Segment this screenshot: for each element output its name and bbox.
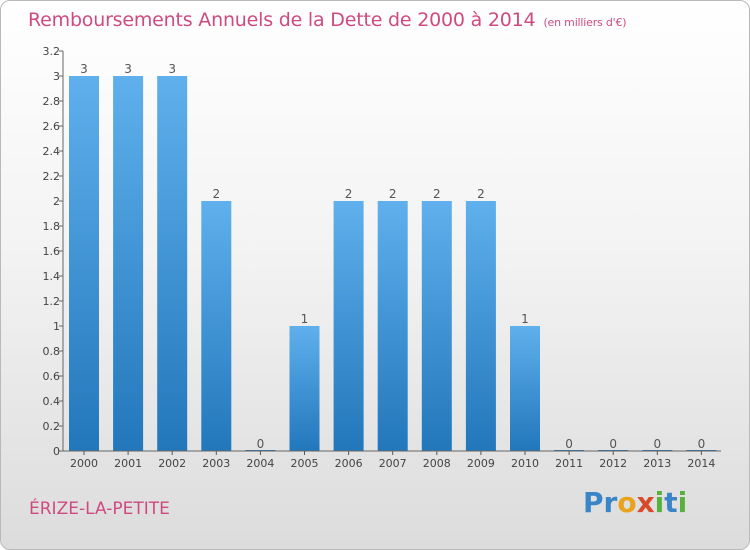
y-tick-label: 2.4 — [43, 145, 61, 158]
bar-value-label: 2 — [345, 187, 353, 201]
bars-group: 3 3 3 2 0 1 2 2 2 2 1 0 0 0 0 — [69, 62, 717, 451]
bar — [465, 201, 496, 451]
bar — [201, 201, 232, 451]
x-tick-label: 2014 — [687, 457, 715, 470]
bar — [289, 326, 320, 451]
y-tick-label: 2.8 — [43, 95, 61, 108]
title-unit: (en milliers d'€) — [543, 16, 627, 29]
x-tick-label: 2010 — [511, 457, 539, 470]
y-tick-label: 3 — [53, 70, 60, 83]
title-text: Remboursements Annuels de la Dette de 20… — [28, 9, 536, 31]
commune-name: ÉRIZE-LA-PETITE — [29, 499, 170, 519]
y-tick-label: 1 — [53, 320, 60, 333]
logo-letter: r — [603, 486, 618, 519]
y-tick-label: 1.6 — [43, 245, 61, 258]
bar-value-label: 3 — [124, 62, 132, 76]
bar-value-label: 2 — [477, 187, 485, 201]
x-tick-label: 2004 — [246, 457, 274, 470]
bar-value-label: 2 — [212, 187, 220, 201]
x-tick-label: 2008 — [423, 457, 451, 470]
x-tick-label: 2007 — [379, 457, 407, 470]
bar-value-label: 0 — [609, 437, 617, 451]
bar-value-label: 1 — [521, 312, 529, 326]
logo-letter: i — [677, 486, 688, 519]
bar — [421, 201, 452, 451]
proxiti-logo: Proxiti — [583, 486, 687, 519]
bar-value-label: 2 — [389, 187, 397, 201]
bar-value-label: 3 — [80, 62, 88, 76]
y-tick-label: 0.8 — [43, 345, 61, 358]
x-tick-label: 2006 — [335, 457, 363, 470]
bar — [510, 326, 540, 451]
logo-letter: P — [583, 486, 604, 519]
y-tick-label: 1.8 — [43, 220, 61, 233]
x-tick-label: 2012 — [599, 457, 627, 470]
chart-title: Remboursements Annuels de la Dette de 20… — [28, 9, 627, 31]
y-tick-label: 1.2 — [43, 295, 61, 308]
y-tick-label: 0.2 — [43, 420, 61, 433]
x-tick-label: 2011 — [555, 457, 583, 470]
bar-value-label: 0 — [565, 437, 573, 451]
y-tick-label: 2.2 — [43, 170, 61, 183]
y-tick-label: 0.6 — [43, 370, 61, 383]
y-tick-label: 0 — [53, 445, 60, 458]
logo-letter: x — [636, 486, 655, 519]
x-tick-label: 2009 — [467, 457, 495, 470]
y-tick-label: 1.4 — [43, 270, 61, 283]
bar — [157, 76, 188, 451]
bar-value-label: 2 — [433, 187, 441, 201]
y-tick-label: 2 — [53, 195, 60, 208]
x-tick-label: 2000 — [70, 457, 98, 470]
x-tick-label: 2003 — [202, 457, 230, 470]
logo-letter: o — [617, 486, 637, 519]
x-tick-label: 2001 — [114, 457, 142, 470]
bar-value-label: 3 — [168, 62, 176, 76]
x-tick-label: 2013 — [643, 457, 671, 470]
bar — [333, 201, 364, 451]
bar-value-label: 1 — [301, 312, 309, 326]
y-tick-label: 2.6 — [43, 120, 61, 133]
bar — [113, 76, 144, 451]
bar-value-label: 0 — [698, 437, 706, 451]
y-tick-label: 3.2 — [43, 45, 61, 58]
x-tick-label: 2005 — [291, 457, 319, 470]
x-tick-label: 2002 — [158, 457, 186, 470]
y-tick-label: 0.4 — [43, 395, 61, 408]
logo-letter: t — [664, 486, 678, 519]
logo-letter: i — [654, 486, 665, 519]
bar — [377, 201, 408, 451]
bar-value-label: 0 — [653, 437, 661, 451]
bar — [69, 76, 99, 451]
axes-group: 2000 2001 2002 2003 2004 2005 2006 2007 2008 2009… — [43, 45, 721, 470]
bar-value-label: 0 — [257, 437, 265, 451]
